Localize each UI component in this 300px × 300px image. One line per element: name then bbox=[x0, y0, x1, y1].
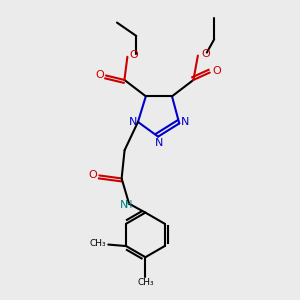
Text: N: N bbox=[154, 138, 163, 148]
Text: N: N bbox=[128, 117, 137, 127]
Text: N: N bbox=[119, 200, 128, 210]
Text: O: O bbox=[213, 66, 222, 76]
Text: CH₃: CH₃ bbox=[89, 238, 106, 247]
Text: O: O bbox=[201, 49, 210, 59]
Text: O: O bbox=[129, 50, 138, 60]
Text: H: H bbox=[125, 200, 132, 210]
Text: N: N bbox=[181, 117, 189, 127]
Text: O: O bbox=[88, 170, 97, 181]
Text: O: O bbox=[95, 70, 104, 80]
Text: CH₃: CH₃ bbox=[137, 278, 154, 287]
